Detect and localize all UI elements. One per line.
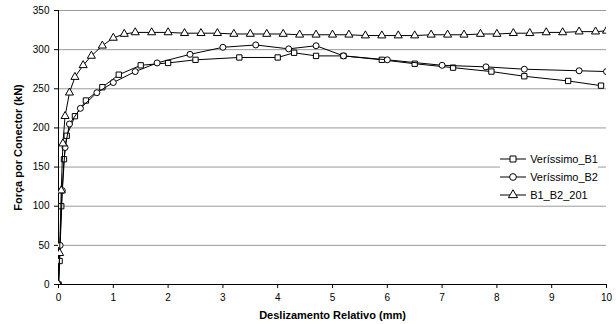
svg-text:0: 0 <box>56 292 62 303</box>
svg-text:2: 2 <box>165 292 171 303</box>
html-text:Veríssimo_B2: Veríssimo_B2 <box>530 171 598 183</box>
svg-text:6: 6 <box>385 292 391 303</box>
svg-text:350: 350 <box>33 5 50 16</box>
svg-text:100: 100 <box>33 200 50 211</box>
svg-text:250: 250 <box>33 83 50 94</box>
svg-text:1: 1 <box>111 292 117 303</box>
html-text:B1_B2_201: B1_B2_201 <box>530 189 588 201</box>
svg-text:10: 10 <box>601 292 613 303</box>
svg-text:7: 7 <box>439 292 445 303</box>
html-text:Veríssimo_B1: Veríssimo_B1 <box>530 153 598 165</box>
svg-text:5: 5 <box>330 292 336 303</box>
svg-text:9: 9 <box>549 292 555 303</box>
svg-text:4: 4 <box>275 292 281 303</box>
svg-text:3: 3 <box>220 292 226 303</box>
svg-text:150: 150 <box>33 161 50 172</box>
svg-text:300: 300 <box>33 44 50 55</box>
svg-text:200: 200 <box>33 122 50 133</box>
svg-text:0: 0 <box>44 279 50 290</box>
svg-text:Deslizamento Relativo (mm): Deslizamento Relativo (mm) <box>259 309 406 321</box>
svg-text:50: 50 <box>38 240 50 251</box>
svg-text:8: 8 <box>494 292 500 303</box>
svg-text:Força por Conector (kN): Força por Conector (kN) <box>12 84 24 211</box>
